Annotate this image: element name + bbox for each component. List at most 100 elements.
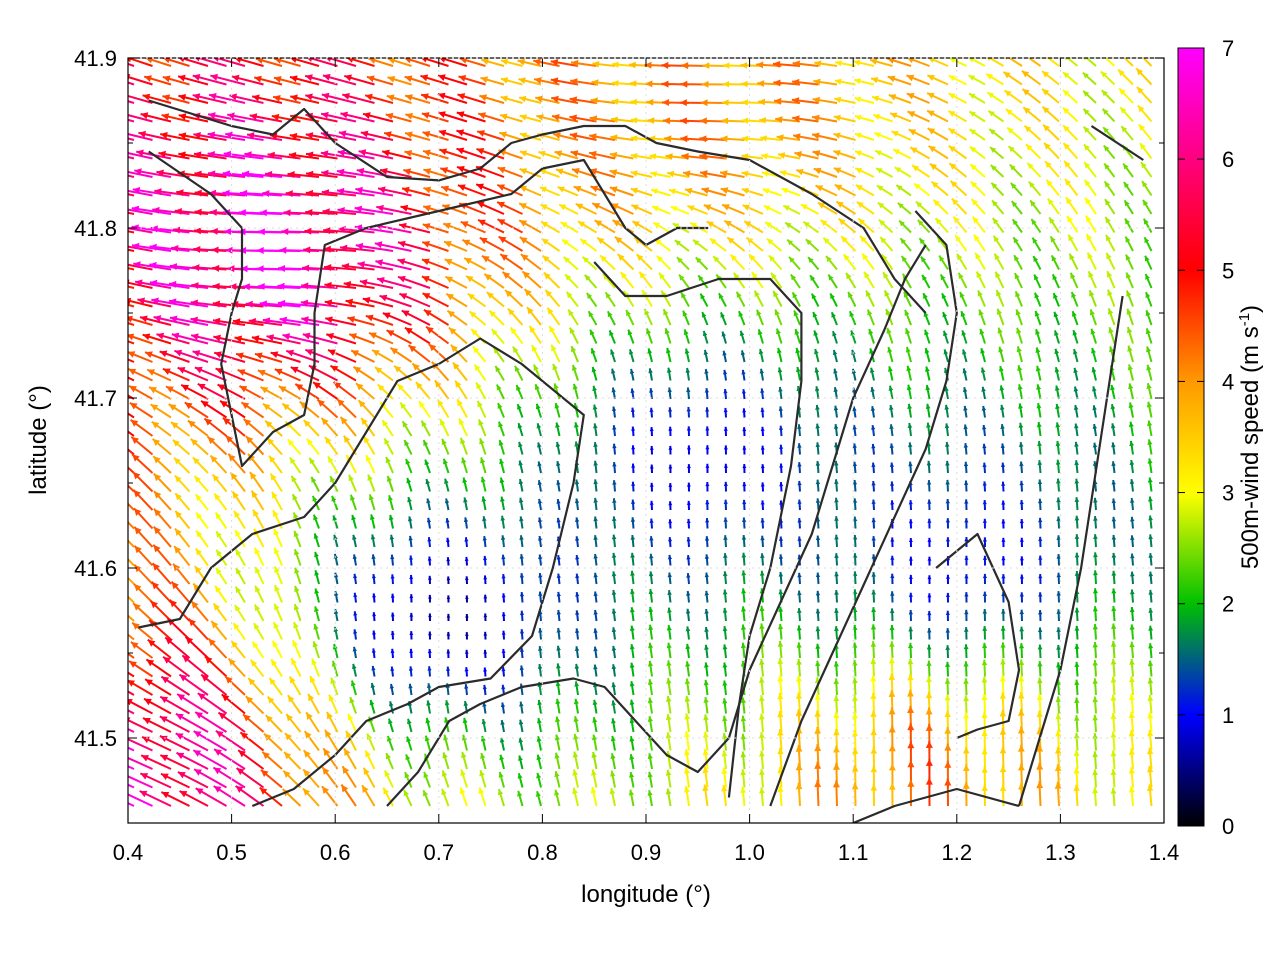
wind-arrow (741, 389, 746, 400)
wind-arrow (889, 443, 894, 455)
wind-arrow (964, 592, 969, 603)
wind-arrow (422, 204, 449, 215)
wind-arrow (686, 555, 691, 566)
wind-arrow (1111, 461, 1116, 474)
wind-arrow (733, 272, 746, 289)
wind-arrow (869, 367, 875, 381)
wind-arrow (468, 310, 487, 326)
wind-arrow (556, 591, 561, 603)
wind-arrow (612, 425, 617, 437)
wind-arrow (364, 93, 394, 104)
colorbar-tick-label: 5 (1222, 258, 1234, 283)
wind-arrow (407, 496, 413, 511)
wind-arrow (797, 424, 802, 437)
wind-arrow (741, 534, 747, 548)
wind-arrow (483, 555, 488, 566)
wind-arrow (1021, 88, 1042, 104)
wind-arrow (625, 309, 635, 326)
wind-arrow (702, 62, 727, 70)
wind-arrow (574, 479, 580, 492)
wind-arrow (475, 382, 487, 400)
wind-arrow (577, 220, 598, 234)
wind-arrow (813, 78, 838, 86)
wind-arrow (554, 402, 561, 418)
wind-arrow (279, 316, 320, 326)
wind-arrow (293, 530, 302, 548)
wind-arrow (128, 557, 135, 567)
wind-arrow (1148, 553, 1154, 566)
wind-arrow (445, 292, 468, 308)
wind-arrow (834, 78, 856, 86)
wind-arrow (496, 183, 523, 197)
wind-arrow (944, 404, 950, 418)
wind-arrow (555, 460, 561, 474)
wind-arrow (499, 253, 524, 271)
wind-arrow (686, 500, 691, 511)
wind-arrow (954, 234, 968, 252)
wind-arrow (555, 441, 561, 455)
wind-arrow (401, 420, 413, 437)
wind-arrow (756, 309, 764, 326)
wind-arrow (1145, 291, 1153, 307)
wind-arrow (871, 425, 876, 437)
wind-arrow (610, 368, 616, 381)
wind-arrow (1056, 591, 1061, 603)
wind-arrow (1041, 106, 1060, 123)
wind-arrow (282, 333, 320, 345)
wind-arrow (593, 591, 598, 603)
wind-arrow (699, 135, 727, 143)
wind-arrow (774, 309, 783, 326)
wind-arrow (245, 435, 265, 456)
wind-arrow (450, 344, 468, 363)
wind-arrow (537, 517, 543, 529)
wind-arrow (219, 399, 246, 419)
wind-arrow (998, 365, 1005, 381)
wind-arrow (146, 368, 172, 382)
wind-arrow (963, 424, 968, 437)
wind-arrow (387, 58, 412, 67)
wind-arrow (165, 385, 190, 400)
wind-arrow (497, 402, 505, 418)
wind-arrow (162, 94, 190, 104)
wind-arrow (387, 75, 412, 86)
wind-arrow (797, 480, 802, 492)
wind-arrow (353, 592, 358, 603)
wind-arrow (792, 60, 819, 68)
wind-arrow (556, 480, 561, 492)
wind-arrow (791, 291, 801, 307)
wind-arrow (654, 238, 672, 252)
wind-arrow (194, 366, 227, 382)
colorbar-tick-label: 4 (1222, 369, 1234, 394)
wind-arrow (131, 453, 154, 474)
wind-arrow (890, 555, 895, 566)
wind-arrow (306, 438, 320, 456)
wind-arrow (852, 461, 858, 474)
wind-arrow (480, 457, 487, 474)
wind-arrow (1062, 142, 1079, 160)
wind-arrow (760, 553, 765, 566)
wind-arrow (854, 114, 875, 123)
wind-arrow (467, 292, 487, 308)
wind-arrow (1032, 255, 1042, 270)
wind-arrow (357, 261, 394, 271)
wind-arrow (960, 310, 968, 326)
wind-arrow (815, 404, 820, 418)
wind-arrow (852, 443, 857, 455)
wind-arrow (986, 91, 1005, 104)
wind-arrow (539, 186, 560, 197)
wind-arrow (203, 417, 228, 437)
wind-arrow (742, 482, 747, 492)
wind-arrow (786, 238, 801, 252)
wind-arrow (564, 273, 579, 289)
wind-arrow (971, 216, 986, 234)
wind-arrow (439, 148, 468, 160)
wind-arrow (128, 170, 153, 178)
x-tick-label: 1.0 (734, 840, 765, 865)
wind-arrow (370, 534, 376, 548)
wind-arrow (249, 113, 283, 123)
wind-arrow (630, 187, 653, 197)
wind-arrow (871, 536, 876, 548)
wind-arrow (797, 499, 802, 511)
wind-arrow (499, 477, 505, 492)
